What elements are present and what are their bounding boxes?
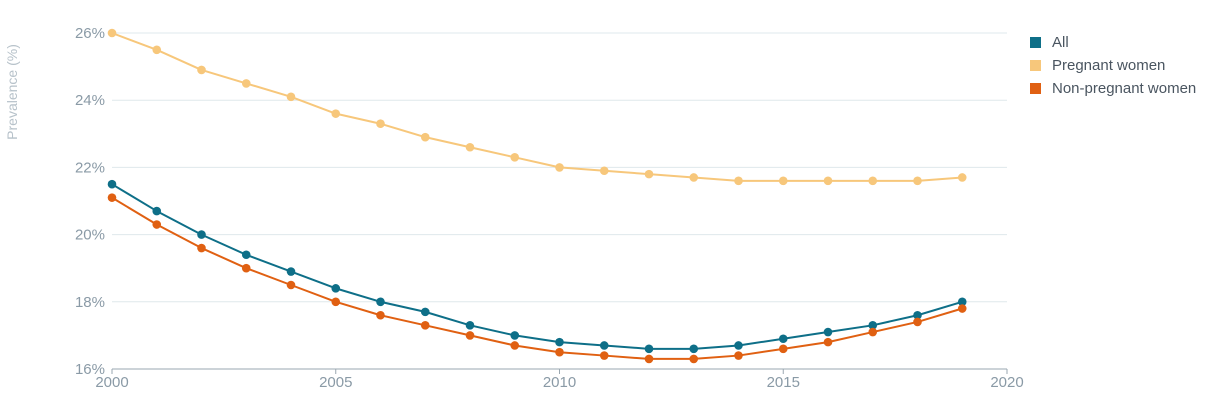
data-point[interactable] [644,344,654,354]
data-point[interactable] [823,337,833,347]
series-points [107,28,967,364]
data-point[interactable] [599,166,609,176]
series-line [111,196,963,360]
data-point[interactable] [913,176,922,186]
y-tick-label: 16% [75,361,105,378]
legend-label: Non-pregnant women [1052,80,1197,97]
data-point[interactable] [957,304,967,313]
legend-item[interactable]: Pregnant women [1030,54,1196,77]
axes: 16% 18% 20% 22% 24% 26% 2000 2005 2010 2015 2020 [75,25,1024,391]
data-point[interactable] [734,341,743,350]
data-point[interactable] [913,317,922,327]
x-tick-label: 2005 [319,374,352,391]
legend-label: Pregnant women [1052,57,1166,74]
data-point[interactable] [152,220,162,229]
data-point[interactable] [510,341,520,350]
data-point[interactable] [734,351,743,360]
y-tick-label: 24% [75,92,105,109]
data-point[interactable] [555,347,564,357]
legend-swatch [1030,83,1041,94]
data-point[interactable] [197,65,206,75]
data-point[interactable] [555,337,564,347]
data-point[interactable] [241,250,251,260]
data-point[interactable] [957,297,967,307]
data-point[interactable] [823,176,833,186]
data-point[interactable] [331,109,341,118]
data-point[interactable] [868,176,878,186]
data-point[interactable] [599,341,609,350]
series-lines [111,32,963,360]
data-point[interactable] [778,344,788,354]
data-point[interactable] [510,153,520,162]
legend-item[interactable]: Non-pregnant women [1030,77,1196,100]
y-tick-label: 20% [75,227,105,244]
data-point[interactable] [868,321,878,330]
data-point[interactable] [465,142,475,152]
data-point[interactable] [286,92,296,102]
data-point[interactable] [957,173,967,182]
data-point[interactable] [689,354,699,364]
data-point[interactable] [823,327,833,337]
series-line [111,183,963,350]
data-point[interactable] [644,354,654,364]
data-point[interactable] [644,169,654,179]
data-point[interactable] [376,119,385,129]
data-point[interactable] [197,243,206,253]
data-point[interactable] [734,176,743,186]
data-point[interactable] [107,179,117,189]
data-point[interactable] [152,45,162,55]
legend-label: All [1052,34,1069,51]
data-point[interactable] [868,327,878,337]
x-tick-label: 2000 [95,374,128,391]
data-point[interactable] [465,321,475,330]
legend-swatch [1030,37,1041,48]
data-point[interactable] [420,307,430,317]
data-point[interactable] [197,230,206,239]
y-tick-label: 26% [75,25,105,42]
data-point[interactable] [420,132,430,142]
legend-item[interactable]: All [1030,31,1196,54]
data-point[interactable] [555,163,564,172]
data-point[interactable] [331,297,341,307]
data-point[interactable] [778,334,788,344]
series-line [111,32,963,182]
x-tick-label: 2020 [990,374,1023,391]
data-point[interactable] [286,267,296,276]
y-tick-label: 18% [75,294,105,311]
data-point[interactable] [241,263,251,273]
data-point[interactable] [376,297,385,307]
data-point[interactable] [376,310,385,320]
data-point[interactable] [510,331,520,340]
x-tick-label: 2010 [543,374,576,391]
data-point[interactable] [241,79,251,88]
data-point[interactable] [689,173,699,182]
data-point[interactable] [778,176,788,186]
data-point[interactable] [599,351,609,360]
data-point[interactable] [107,28,117,38]
data-point[interactable] [420,321,430,330]
legend: All Pregnant women Non-pregnant women [1030,31,1196,100]
y-tick-label: 22% [75,159,105,176]
data-point[interactable] [689,344,699,354]
x-tick-label: 2015 [767,374,800,391]
data-point[interactable] [913,310,922,320]
data-point[interactable] [152,206,162,216]
y-axis-title: Prevalence (%) [4,44,20,140]
data-point[interactable] [465,331,475,340]
data-point[interactable] [331,284,341,293]
legend-swatch [1030,60,1041,71]
data-point[interactable] [286,280,296,290]
data-point[interactable] [107,193,117,202]
